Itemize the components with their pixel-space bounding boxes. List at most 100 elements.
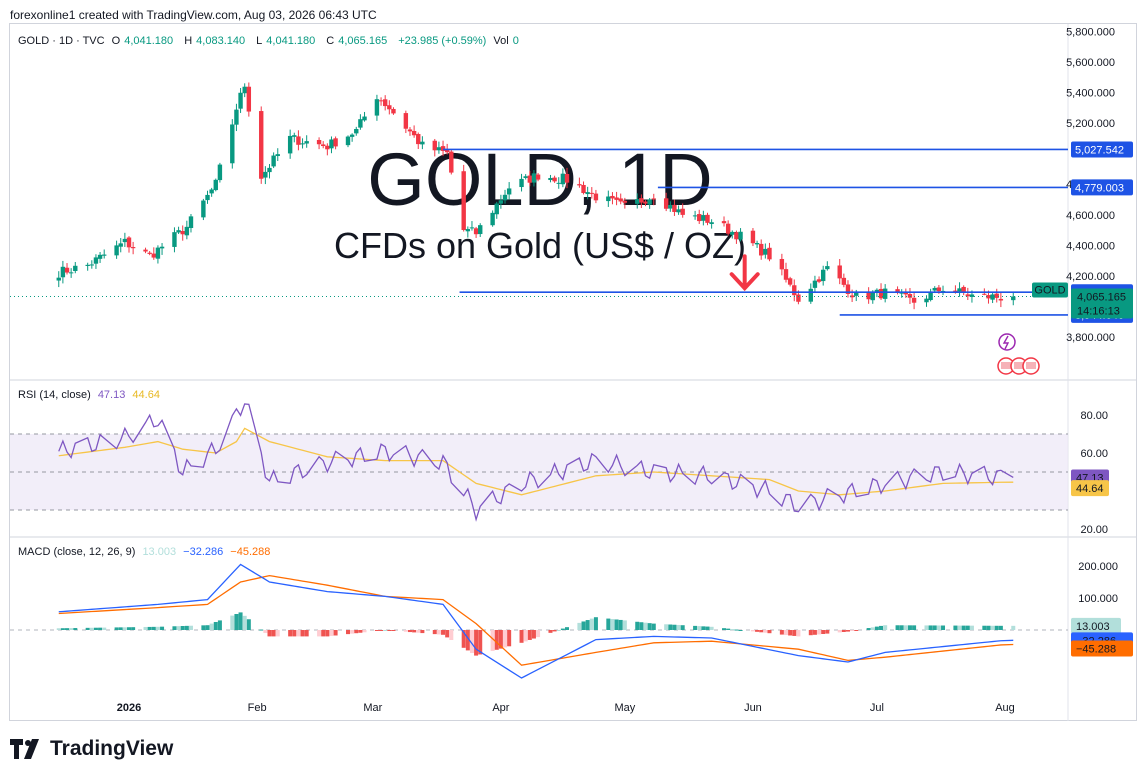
macd-hist-bar [941, 625, 946, 630]
candle-body [292, 135, 297, 137]
macd-hist-bar [536, 630, 541, 638]
candle-body [416, 134, 421, 145]
macd-hist-bar [912, 625, 917, 630]
macd-hist-bar [565, 627, 569, 630]
macd-hist-bar [407, 630, 412, 633]
candle-body [647, 199, 652, 205]
candle-body [155, 247, 161, 259]
candle-body [725, 223, 731, 234]
macd-hist-bar [73, 628, 78, 630]
candle-body [783, 269, 789, 280]
macd-hist-bar [296, 630, 301, 637]
candle-body [246, 86, 252, 112]
rsi-label: RSI (14, close) [18, 389, 91, 401]
macd-hist-bar [936, 625, 941, 630]
macd-hist-bar [354, 630, 359, 634]
macd-hist-bar [969, 625, 974, 630]
macd-hist-bar [854, 630, 859, 631]
macd-hist-bar [263, 630, 268, 633]
macd-hist-bar [65, 628, 70, 630]
candle-body [102, 254, 107, 256]
chart-frame[interactable] [9, 23, 1137, 721]
candle-body [882, 288, 888, 299]
tradingview-logo[interactable]: TradingView [10, 737, 173, 761]
candle-body [854, 292, 859, 296]
macd-signal-line [58, 574, 1014, 666]
candle-body [126, 237, 132, 248]
macd-hist-bar [89, 627, 94, 630]
macd-hist-bar [763, 630, 768, 633]
candle-body [663, 198, 669, 209]
candle-body [242, 86, 247, 94]
candle-body [97, 254, 103, 259]
macd-hist-bar [362, 630, 367, 633]
macd-hist-bar [383, 630, 388, 631]
candle-body [403, 113, 409, 129]
macd-legend: MACD (close, 12, 26, 9) 13.003 −32.286 −… [18, 546, 274, 558]
candle-body [440, 146, 446, 151]
candle-body [122, 238, 128, 243]
candle-body [238, 92, 243, 109]
symbol-label: GOLD · 1D · TVC [18, 35, 105, 47]
candle-body [564, 173, 570, 183]
candle-body [296, 136, 301, 145]
macd-hist-bar [527, 630, 532, 640]
candle-body [589, 192, 594, 194]
candle-body [378, 100, 384, 102]
price-tick-label: 5,400.000 [1066, 88, 1115, 100]
candle-body [444, 149, 450, 153]
macd-hist-bar [734, 629, 739, 631]
candle-body [1011, 296, 1016, 301]
candle-body [928, 291, 933, 301]
macd-hist-bar [796, 630, 801, 637]
macd-hist-bar [209, 623, 214, 630]
time-axis-label: Jul [870, 702, 884, 714]
change-value: +23.985 (+0.59%) [398, 35, 487, 47]
candle-body [362, 116, 367, 121]
candle-body [391, 108, 396, 114]
candle-body [469, 227, 475, 229]
candle-body [531, 173, 537, 183]
macd-hist-bar [213, 622, 218, 630]
candle-body [701, 215, 706, 221]
candle-body [407, 129, 413, 132]
candle-body [998, 298, 1004, 301]
candle-body [387, 105, 392, 110]
candle-body [552, 177, 557, 182]
macd-hist-bar [474, 630, 479, 656]
candle-body [184, 226, 190, 236]
lightning-event-glyph [1002, 335, 1010, 350]
macd-hist-bar [445, 630, 450, 638]
candle-body [287, 135, 293, 154]
time-axis-label: Mar [363, 702, 382, 714]
lightning-event-icon [998, 333, 1016, 351]
price-tick-label: 4,600.000 [1066, 210, 1115, 222]
macd-hist-bar [907, 625, 912, 630]
rsi-ma-value: 44.64 [132, 389, 160, 401]
candle-body [903, 292, 909, 295]
candle-body [899, 292, 904, 294]
candle-body [114, 245, 119, 256]
macd-hist-bar [131, 627, 136, 630]
candle-body [820, 269, 826, 282]
candles [56, 82, 1016, 310]
macd-hist-bar [953, 625, 958, 630]
candle-body [593, 193, 599, 201]
macd-hist-bar [292, 630, 297, 637]
macd-hist-bar [151, 626, 156, 630]
macd-hist-bar [403, 630, 408, 632]
candle-body [577, 184, 582, 186]
macd-hist-bar [122, 627, 127, 630]
time-axis-label: Aug [995, 702, 1015, 714]
macd-hist-bar [127, 627, 131, 630]
macd-hist-bar [350, 630, 355, 634]
macd-hist-bar [234, 614, 239, 630]
macd-hist-bar [606, 618, 611, 630]
candle-body [205, 194, 210, 201]
macd-hist-bar [672, 624, 677, 630]
price-tick-label: 5,600.000 [1066, 57, 1115, 69]
macd-hist-bar [895, 625, 900, 630]
candle-body [812, 280, 818, 288]
